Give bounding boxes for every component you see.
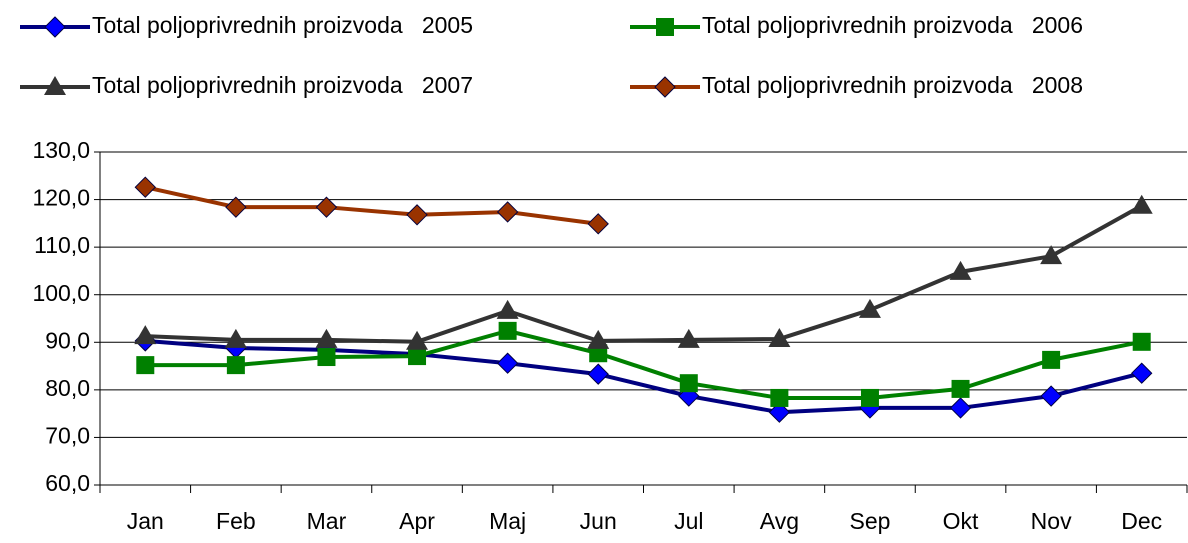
legend-marker [44, 16, 66, 38]
data-point [587, 363, 609, 385]
data-point [768, 401, 791, 423]
data-point [498, 321, 517, 340]
data-point [496, 201, 519, 223]
data-point [406, 204, 428, 226]
series-line [145, 338, 1143, 415]
data-point [951, 379, 970, 398]
data-point [224, 328, 247, 348]
x-tick-label: Apr [399, 508, 435, 534]
data-point [1040, 245, 1063, 265]
data-point [1130, 194, 1153, 214]
data-point [496, 352, 519, 374]
y-tick-label: 90,0 [45, 327, 90, 353]
legend-marker [654, 76, 676, 98]
data-point [949, 260, 972, 280]
x-tick-label: Jan [127, 508, 164, 534]
series-line [145, 328, 1143, 400]
x-tick-label: Maj [489, 508, 526, 534]
legend-label: Total poljoprivrednih proizvoda 2007 [92, 72, 473, 98]
data-point [315, 328, 338, 348]
x-tick-label: Dec [1121, 508, 1162, 534]
x-tick-label: Nov [1031, 508, 1072, 534]
data-point [225, 196, 247, 218]
y-tick-label: 70,0 [45, 423, 90, 449]
y-tick-label: 80,0 [45, 375, 90, 401]
x-tick-label: Sep [849, 508, 890, 534]
data-point [1132, 332, 1151, 351]
legend-label: Total poljoprivrednih proizvoda 2008 [702, 72, 1083, 98]
data-point [1040, 385, 1062, 407]
data-point [226, 356, 245, 375]
data-point [858, 298, 881, 318]
y-tick-label: 60,0 [45, 470, 90, 496]
data-point [949, 397, 972, 419]
x-tick-label: Avg [760, 508, 799, 534]
data-point [587, 213, 609, 235]
y-tick-label: 110,0 [34, 232, 90, 258]
data-point [315, 196, 338, 218]
legend-label: Total poljoprivrednih proizvoda 2005 [92, 12, 473, 38]
data-point [136, 356, 155, 375]
data-point [770, 388, 789, 407]
data-point [317, 348, 336, 367]
data-point [860, 388, 879, 407]
x-tick-label: Mar [307, 508, 347, 534]
data-point [1042, 350, 1061, 369]
data-point [496, 299, 519, 319]
y-tick-label: 100,0 [32, 280, 90, 306]
data-point [1131, 362, 1153, 384]
series-line [144, 185, 599, 226]
x-tick-label: Feb [216, 508, 256, 534]
data-point [678, 385, 700, 407]
data-point [134, 325, 157, 345]
y-tick-label: 130,0 [32, 137, 90, 163]
legend-label: Total poljoprivrednih proizvoda 2006 [702, 12, 1083, 38]
data-point [134, 176, 156, 198]
x-tick-label: Jun [580, 508, 617, 534]
series-line [145, 204, 1143, 344]
y-tick-label: 120,0 [32, 185, 90, 211]
legend-marker [656, 18, 674, 36]
data-point [406, 330, 429, 350]
x-tick-label: Okt [943, 508, 979, 534]
data-point [768, 327, 791, 347]
data-point [677, 328, 700, 348]
data-point [408, 347, 427, 366]
data-point [587, 329, 610, 349]
data-point [679, 374, 698, 393]
x-tick-label: Jul [674, 508, 703, 534]
legend-marker [44, 76, 66, 95]
